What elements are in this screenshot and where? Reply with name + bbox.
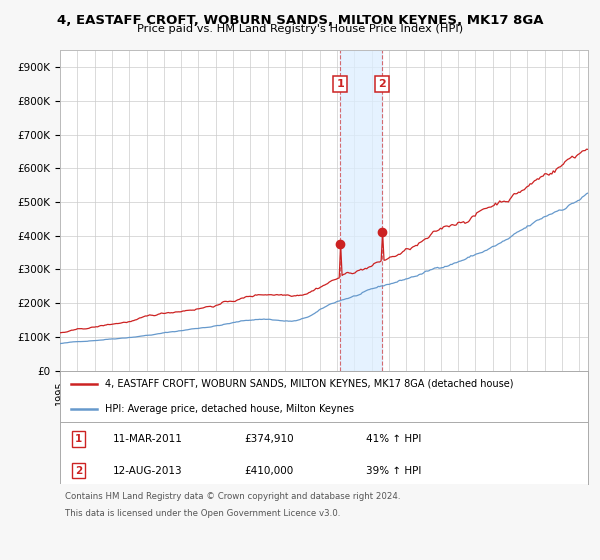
Text: 4, EASTAFF CROFT, WOBURN SANDS, MILTON KEYNES, MK17 8GA: 4, EASTAFF CROFT, WOBURN SANDS, MILTON K… — [57, 14, 543, 27]
Text: Contains HM Land Registry data © Crown copyright and database right 2024.: Contains HM Land Registry data © Crown c… — [65, 492, 401, 501]
Text: Price paid vs. HM Land Registry's House Price Index (HPI): Price paid vs. HM Land Registry's House … — [137, 24, 463, 34]
Text: 4, EASTAFF CROFT, WOBURN SANDS, MILTON KEYNES, MK17 8GA (detached house): 4, EASTAFF CROFT, WOBURN SANDS, MILTON K… — [105, 379, 514, 389]
Bar — [340, 50, 382, 371]
Text: £374,910: £374,910 — [245, 434, 295, 444]
Text: 11-MAR-2011: 11-MAR-2011 — [113, 434, 182, 444]
Text: 39% ↑ HPI: 39% ↑ HPI — [366, 465, 422, 475]
Text: This data is licensed under the Open Government Licence v3.0.: This data is licensed under the Open Gov… — [65, 509, 341, 518]
Text: 2: 2 — [75, 465, 82, 475]
Text: 1: 1 — [337, 79, 344, 89]
Text: 1: 1 — [75, 434, 82, 444]
Text: £410,000: £410,000 — [245, 465, 294, 475]
Text: 12-AUG-2013: 12-AUG-2013 — [113, 465, 182, 475]
Text: 2: 2 — [379, 79, 386, 89]
Text: HPI: Average price, detached house, Milton Keynes: HPI: Average price, detached house, Milt… — [105, 404, 354, 414]
Text: 41% ↑ HPI: 41% ↑ HPI — [366, 434, 422, 444]
